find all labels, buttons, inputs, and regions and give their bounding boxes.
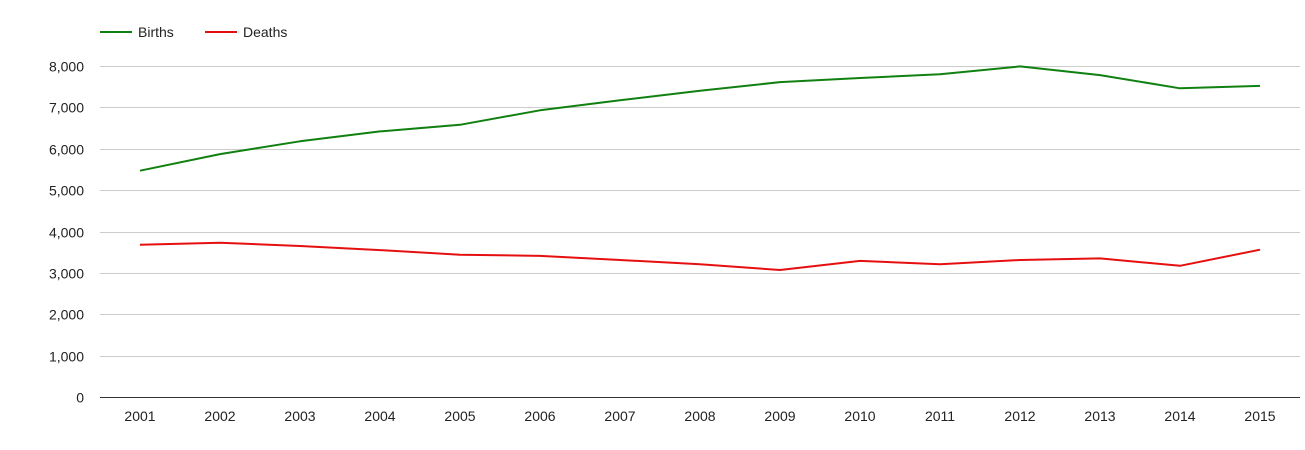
x-tick-label: 2006 xyxy=(524,408,555,424)
x-tick-label: 2008 xyxy=(684,408,715,424)
y-tick-label: 5,000 xyxy=(49,183,84,199)
y-tick-labels: 0 1,000 2,000 3,000 4,000 5,000 6,000 7,000 8,00… xyxy=(49,59,84,406)
x-tick-label: 2004 xyxy=(364,408,395,424)
legend-label: Births xyxy=(138,24,174,40)
x-tick-label: 2013 xyxy=(1084,408,1115,424)
series-line-births xyxy=(139,65,1261,172)
x-tick-label: 2015 xyxy=(1244,408,1275,424)
x-tick-label: 2005 xyxy=(444,408,475,424)
x-tick-label: 2010 xyxy=(844,408,875,424)
y-tick-label: 8,000 xyxy=(49,59,84,75)
legend-item-deaths: Deaths xyxy=(205,24,287,40)
gridlines xyxy=(100,66,1300,357)
x-tick-label: 2009 xyxy=(764,408,795,424)
y-tick-label: 1,000 xyxy=(49,349,84,365)
x-tick-label: 2002 xyxy=(204,408,235,424)
x-tick-label: 2011 xyxy=(925,408,955,424)
y-tick-label: 3,000 xyxy=(49,266,84,282)
y-tick-label: 2,000 xyxy=(49,307,84,323)
series-lines xyxy=(139,65,1261,271)
y-tick-label: 4,000 xyxy=(49,225,84,241)
legend-item-births: Births xyxy=(100,24,174,40)
y-tick-label: 0 xyxy=(76,390,84,406)
x-tick-label: 2014 xyxy=(1164,408,1195,424)
series-line-deaths xyxy=(139,241,1261,271)
x-tick-label: 2012 xyxy=(1004,408,1035,424)
legend: Births Deaths xyxy=(100,24,287,40)
x-tick-labels: 2001 2002 2003 2004 2005 2006 2007 2008 2009 2010… xyxy=(124,408,1275,424)
x-tick-label: 2001 xyxy=(124,408,155,424)
legend-label: Deaths xyxy=(243,24,287,40)
x-tick-label: 2003 xyxy=(284,408,315,424)
y-tick-label: 6,000 xyxy=(49,142,84,158)
y-tick-label: 7,000 xyxy=(49,100,84,116)
x-tick-label: 2007 xyxy=(604,408,635,424)
